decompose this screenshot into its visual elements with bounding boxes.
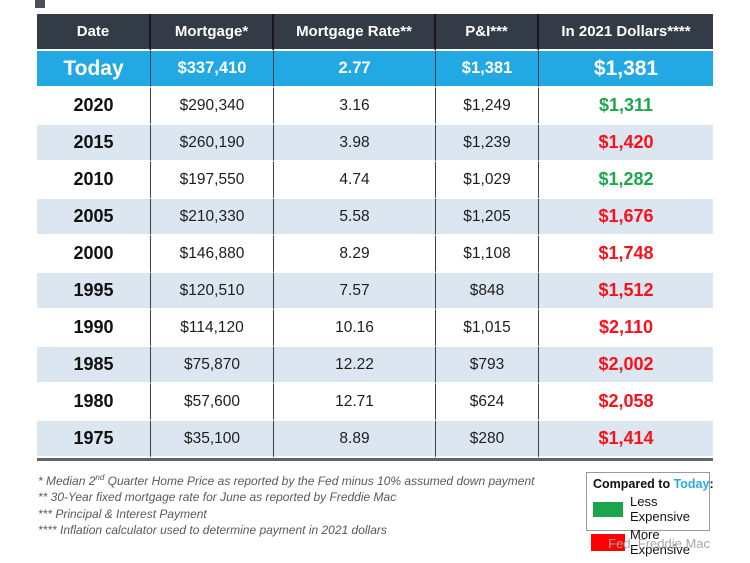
source-attribution: Fed, Freddie Mac	[608, 536, 710, 551]
legend-title: Compared to Today:	[593, 477, 714, 491]
less-expensive-swatch	[593, 501, 623, 517]
cell-rate: 7.57	[274, 273, 436, 310]
legend-item-more-expensive: More Expensive	[591, 527, 703, 557]
cell-rate: 8.89	[274, 421, 436, 458]
legend-item-label: More Expensive	[630, 527, 690, 557]
table-row: 2000 $146,880 8.29 $1,108 $1,748	[37, 236, 713, 273]
legend-title-today-accent: Today	[673, 477, 710, 491]
cell-date: 2015	[37, 125, 151, 162]
cell-2021-dollars: $2,002	[539, 347, 713, 384]
table-row: 1995 $120,510 7.57 $848 $1,512	[37, 273, 713, 310]
table-row: 2005 $210,330 5.58 $1,205 $1,676	[37, 199, 713, 236]
cell-date: 1985	[37, 347, 151, 384]
cell-pi: $280	[436, 421, 539, 458]
cell-rate: 4.74	[274, 162, 436, 199]
cell-mortgage: $35,100	[151, 421, 274, 458]
cell-2021-dollars: $1,420	[539, 125, 713, 162]
cell-pi: $1,015	[436, 310, 539, 347]
cell-mortgage: $210,330	[151, 199, 274, 236]
cell-rate: 5.58	[274, 199, 436, 236]
cell-rate: 12.71	[274, 384, 436, 421]
cell-2021-dollars: $1,676	[539, 199, 713, 236]
cell-rate: 12.22	[274, 347, 436, 384]
cell-date: 1975	[37, 421, 151, 458]
table-header-row: Date Mortgage* Mortgage Rate** P&I*** In…	[37, 14, 713, 51]
cell-pi: $848	[436, 273, 539, 310]
mortgage-history-table: Date Mortgage* Mortgage Rate** P&I*** In…	[37, 14, 713, 461]
footnote-median-home-price: * Median 2nd Quarter Home Price as repor…	[38, 473, 535, 489]
cell-date: 1990	[37, 310, 151, 347]
table-row: 2015 $260,190 3.98 $1,239 $1,420	[37, 125, 713, 162]
footnote-inflation-calculator: **** Inflation calculator used to determ…	[38, 523, 387, 538]
table-row: 1980 $57,600 12.71 $624 $2,058	[37, 384, 713, 421]
cell-rate: 3.16	[274, 88, 436, 125]
cell-date: 2005	[37, 199, 151, 236]
cell-mortgage: $120,510	[151, 273, 274, 310]
cell-pi: $1,029	[436, 162, 539, 199]
cell-2021-dollars: $1,282	[539, 162, 713, 199]
col-header-mortgage-rate: Mortgage Rate**	[274, 14, 436, 51]
table-row: 1985 $75,870 12.22 $793 $2,002	[37, 347, 713, 384]
cell-2021-dollars: $1,381	[539, 51, 713, 88]
cell-rate: 10.16	[274, 310, 436, 347]
col-header-mortgage: Mortgage*	[151, 14, 274, 51]
cell-pi: $1,381	[436, 51, 539, 88]
cell-mortgage: $197,550	[151, 162, 274, 199]
cell-date: 2000	[37, 236, 151, 273]
col-header-date: Date	[37, 14, 151, 51]
cell-2021-dollars: $2,110	[539, 310, 713, 347]
slide-corner-mark	[35, 0, 45, 8]
cell-rate: 3.98	[274, 125, 436, 162]
cell-2021-dollars: $1,512	[539, 273, 713, 310]
cell-date: 1980	[37, 384, 151, 421]
col-header-pi: P&I***	[436, 14, 539, 51]
cell-date: Today	[37, 51, 151, 88]
footnotes: * Median 2nd Quarter Home Price as repor…	[38, 473, 558, 539]
cell-pi: $793	[436, 347, 539, 384]
legend-item-label: Less Expensive	[630, 494, 690, 524]
cell-mortgage: $290,340	[151, 88, 274, 125]
cell-rate: 2.77	[274, 51, 436, 88]
table-row: 2020 $290,340 3.16 $1,249 $1,311	[37, 88, 713, 125]
cell-pi: $1,108	[436, 236, 539, 273]
cell-pi: $1,249	[436, 88, 539, 125]
cell-mortgage: $114,120	[151, 310, 274, 347]
cell-pi: $1,205	[436, 199, 539, 236]
cell-2021-dollars: $2,058	[539, 384, 713, 421]
table-row: 2010 $197,550 4.74 $1,029 $1,282	[37, 162, 713, 199]
cell-2021-dollars: $1,748	[539, 236, 713, 273]
cell-mortgage: $57,600	[151, 384, 274, 421]
cell-mortgage: $337,410	[151, 51, 274, 88]
more-expensive-swatch	[591, 533, 625, 551]
legend-compared-to-today: Compared to Today: Less Expensive More E…	[586, 472, 714, 557]
table-row: 1975 $35,100 8.89 $280 $1,414	[37, 421, 713, 458]
cell-mortgage: $260,190	[151, 125, 274, 162]
col-header-2021-dollars: In 2021 Dollars****	[539, 14, 713, 51]
legend-item-less-expensive: Less Expensive	[593, 494, 703, 524]
cell-date: 1995	[37, 273, 151, 310]
table-row-today: Today $337,410 2.77 $1,381 $1,381	[37, 51, 713, 88]
footnote-mortgage-rate: ** 30-Year fixed mortgage rate for June …	[38, 490, 397, 505]
cell-pi: $1,239	[436, 125, 539, 162]
cell-pi: $624	[436, 384, 539, 421]
cell-rate: 8.29	[274, 236, 436, 273]
footnote-principal-interest: *** Principal & Interest Payment	[38, 506, 207, 521]
cell-mortgage: $75,870	[151, 347, 274, 384]
cell-date: 2010	[37, 162, 151, 199]
cell-2021-dollars: $1,414	[539, 421, 713, 458]
cell-date: 2020	[37, 88, 151, 125]
cell-mortgage: $146,880	[151, 236, 274, 273]
table-row: 1990 $114,120 10.16 $1,015 $2,110	[37, 310, 713, 347]
cell-2021-dollars: $1,311	[539, 88, 713, 125]
superscript-nd: nd	[95, 473, 105, 482]
